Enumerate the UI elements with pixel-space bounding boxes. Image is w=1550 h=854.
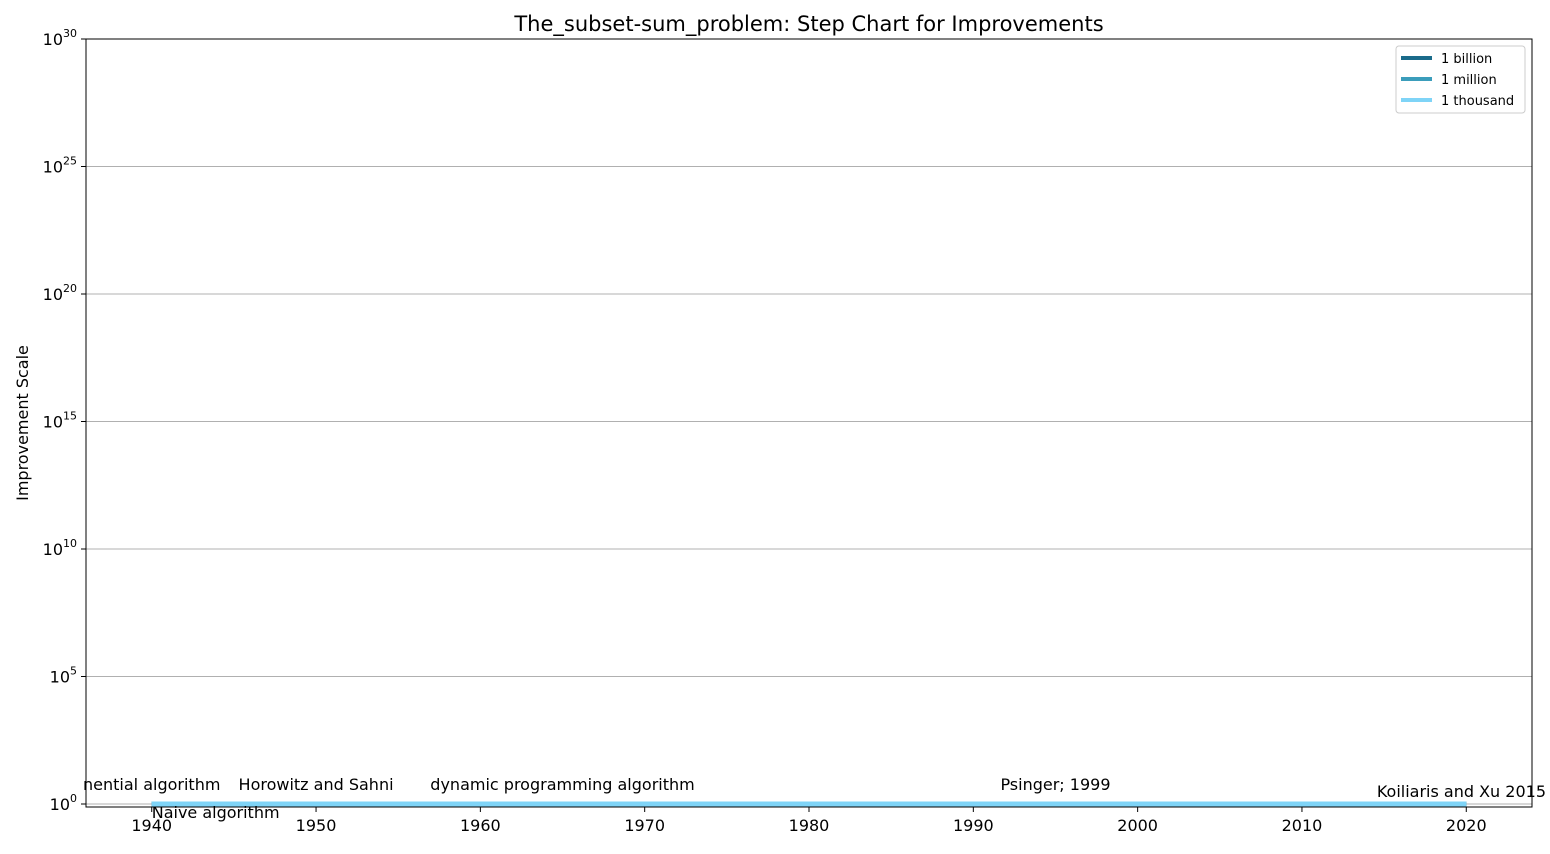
y-tick-label: 100 <box>50 792 77 814</box>
y-tick-label: 105 <box>50 665 77 687</box>
x-tick-label: 1970 <box>624 816 665 835</box>
annotations: nential algorithm Naive algorithm Horowitz… <box>83 775 1546 822</box>
x-tick-label: 1960 <box>460 816 501 835</box>
annotation-label: Psinger; 1999 <box>1000 775 1110 794</box>
x-tick-label: 2020 <box>1446 816 1487 835</box>
annotation-label: Horowitz and Sahni <box>239 775 394 794</box>
grid-lines <box>86 38 1532 805</box>
chart-title: The_subset-sum_problem: Step Chart for I… <box>513 12 1103 37</box>
y-axis-ticks: 100 105 1010 1015 1020 1025 1030 <box>43 27 86 814</box>
x-tick-label: 2010 <box>1282 816 1323 835</box>
x-tick-label: 1980 <box>789 816 830 835</box>
x-axis-ticks: 1940 1950 1960 1970 1980 1990 2000 2010 2020 <box>131 807 1487 835</box>
legend: 1 billion 1 million 1 thousand <box>1395 45 1526 114</box>
annotation-label: dynamic programming algorithm <box>430 775 694 794</box>
y-tick-label: 1015 <box>43 410 77 432</box>
x-tick-label: 1990 <box>953 816 994 835</box>
y-tick-label: 1030 <box>43 27 77 49</box>
y-tick-label: 1020 <box>43 282 77 304</box>
y-axis-label: Improvement Scale <box>13 345 32 501</box>
legend-label-0: 1 billion <box>1441 52 1492 67</box>
legend-label-1: 1 million <box>1441 73 1497 88</box>
x-tick-label: 2000 <box>1117 816 1158 835</box>
y-tick-label: 1025 <box>43 155 77 177</box>
annotation-label: Koiliaris and Xu 2015 <box>1377 782 1546 801</box>
legend-box <box>1395 45 1526 114</box>
plot-frame <box>85 38 1533 808</box>
x-tick-label: 1950 <box>296 816 337 835</box>
x-tick-label: 1940 <box>131 816 172 835</box>
annotation-label: nential algorithm <box>83 775 220 794</box>
legend-label-2: 1 thousand <box>1441 94 1514 109</box>
y-tick-label: 1010 <box>43 537 77 559</box>
annotation-label: Naive algorithm <box>152 803 280 822</box>
